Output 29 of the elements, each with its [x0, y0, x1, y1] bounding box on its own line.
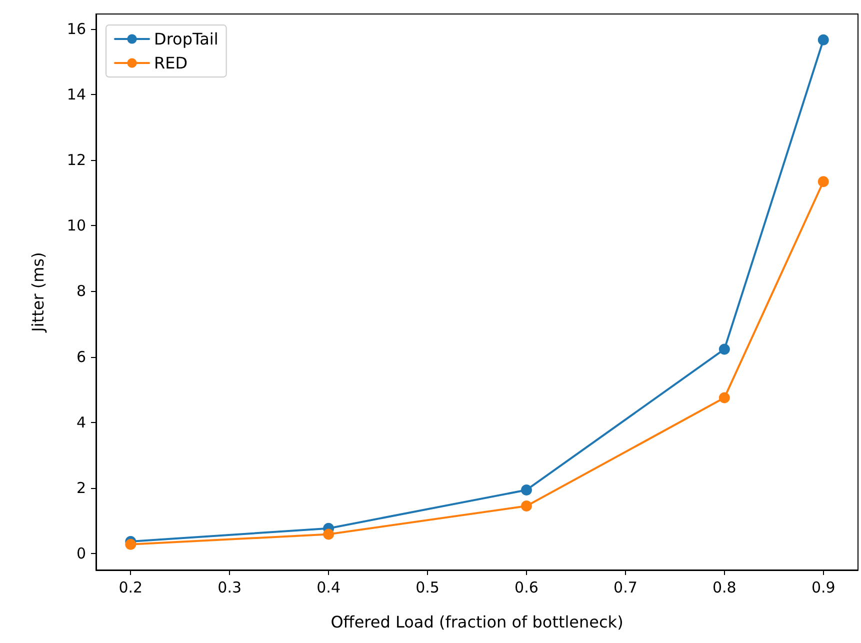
point — [125, 538, 136, 550]
x-tick-label: 0.3 — [218, 578, 242, 596]
y-tick-label: 4 — [76, 413, 86, 432]
x-tick-label: 0.9 — [811, 578, 836, 596]
y-tick-label: 6 — [76, 348, 86, 366]
point — [718, 392, 730, 404]
y-tick-label: 16 — [66, 20, 86, 38]
y-tick-label: 2 — [76, 478, 86, 497]
y-tick-label: 12 — [66, 150, 86, 169]
point — [818, 34, 829, 46]
y-tick-label: 8 — [76, 282, 86, 300]
x-tick-label: 0.8 — [712, 578, 736, 596]
x-tick-label: 0.4 — [316, 578, 340, 596]
x-axis-title: Offered Load (fraction of bottleneck) — [330, 612, 624, 632]
point — [718, 344, 730, 355]
point — [323, 528, 334, 540]
y-tick-label: 0 — [76, 544, 86, 563]
legend-label: DropTail — [154, 30, 218, 48]
legend-label: RED — [154, 54, 188, 72]
x-tick-label: 0.5 — [416, 578, 440, 596]
x-tick-label: 0.2 — [118, 578, 143, 596]
y-tick-label: 10 — [66, 216, 86, 235]
x-tick-label: 0.6 — [514, 578, 538, 596]
y-tick-label: 14 — [66, 85, 86, 104]
y-axis-title: Jitter (ms) — [28, 252, 48, 333]
point — [520, 500, 532, 512]
point — [520, 484, 532, 496]
point — [818, 176, 829, 188]
x-tick-label: 0.7 — [614, 578, 638, 596]
